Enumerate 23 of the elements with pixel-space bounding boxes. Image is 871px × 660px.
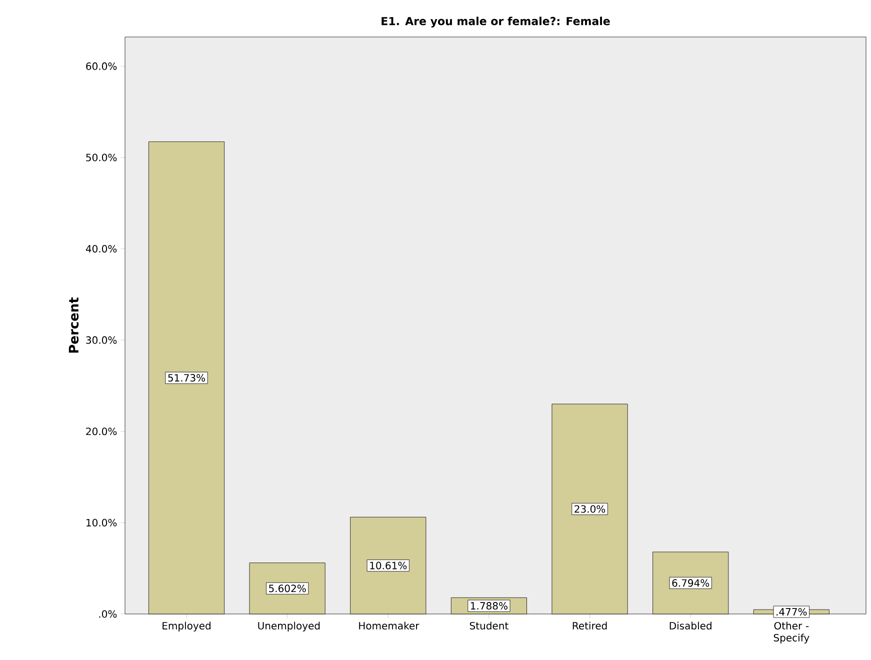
data-label: .477% <box>776 608 807 616</box>
data-label: 10.61% <box>370 562 407 570</box>
x-tick-label: Retired <box>572 622 607 630</box>
x-tick-label: Homemaker <box>359 622 420 630</box>
y-tick-label: 30.0% <box>86 336 117 344</box>
y-tick-label: 10.0% <box>86 518 117 526</box>
y-tick-label: 60.0% <box>86 62 117 70</box>
x-tick-label: Student <box>470 622 508 630</box>
y-tick-label: 40.0% <box>86 245 117 253</box>
data-label: 6.794% <box>672 579 710 587</box>
chart-title: E1. Are you male or female?: Female <box>382 16 610 28</box>
y-tick-label: .0% <box>99 610 117 618</box>
x-tick-label: Employed <box>162 622 210 632</box>
data-label: 51.73% <box>168 374 206 382</box>
data-label: 23.0% <box>574 505 606 513</box>
y-tick-label: 50.0% <box>86 154 117 162</box>
y-axis-title: Percent <box>68 297 79 353</box>
x-tick-label: Unemployed <box>258 622 320 632</box>
data-label: 1.788% <box>470 602 508 610</box>
y-tick-label: 20.0% <box>86 428 117 436</box>
x-tick-label: Other - Specify <box>774 622 810 644</box>
data-label: 5.602% <box>269 584 306 592</box>
x-tick-label: Disabled <box>670 622 712 630</box>
